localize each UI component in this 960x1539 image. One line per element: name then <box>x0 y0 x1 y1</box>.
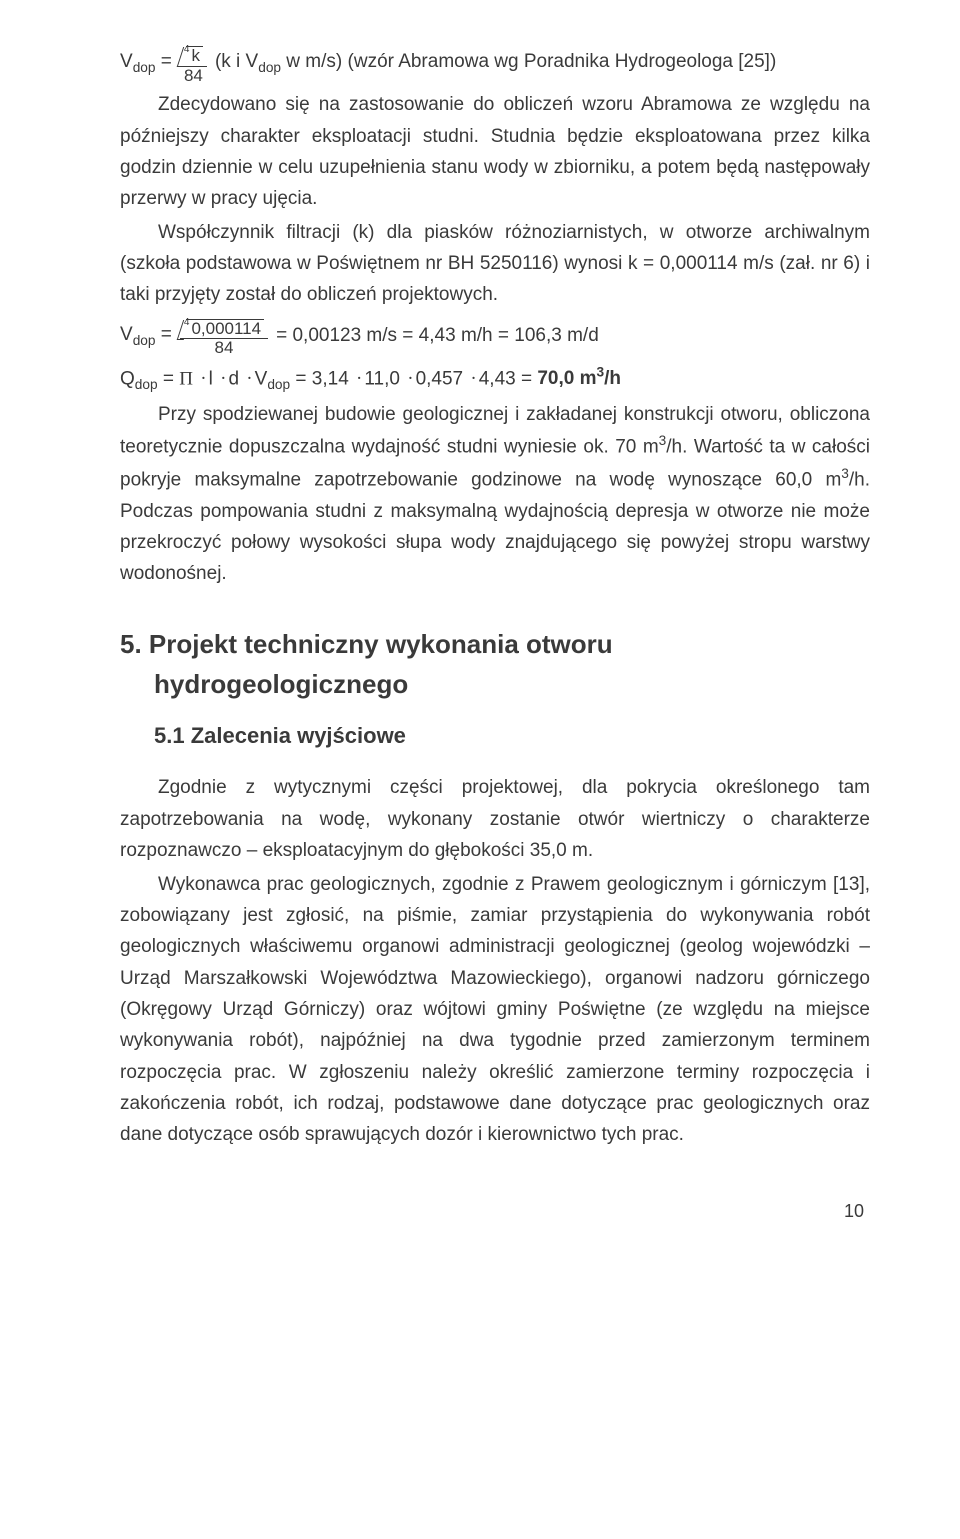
fourth-root: 4 0,000114 <box>184 319 264 339</box>
paragraph-3: Przy spodziewanej budowie geologicznej i… <box>120 399 870 590</box>
formula-tail: = 0,00123 m/s = 4,43 m/h = 106,3 m/d <box>276 320 599 351</box>
fraction: 4 0,000114 84 <box>180 313 268 358</box>
vdop-lhs: Vdop = <box>120 46 172 79</box>
paragraph-1: Zdecydowano się na zastosowanie do oblic… <box>120 89 870 214</box>
formula-vdop-def: Vdop = 4 k 84 (k i Vdop w m/s) (wzór Abr… <box>120 40 870 85</box>
fourth-root: 4 k <box>184 46 203 66</box>
vdop-lhs: Vdop = <box>120 319 172 352</box>
subsection-5-1-heading: 5.1 Zalecenia wyjściowe <box>154 718 870 754</box>
paragraph-2: Współczynnik filtracji (k) dla piasków r… <box>120 217 870 311</box>
paragraph-5: Wykonawca prac geologicznych, zgodnie z … <box>120 869 870 1151</box>
fraction: 4 k 84 <box>180 40 207 85</box>
page-number: 10 <box>120 1197 870 1227</box>
formula-vdop-calc: Vdop = 4 0,000114 84 = 0,00123 m/s = 4,4… <box>120 313 870 358</box>
section-5-heading: 5. Projekt techniczny wykonania otworu h… <box>120 624 870 705</box>
formula-qdop: Qdop = Π ·l ·d ·Vdop = 3,14 ·11,0 ·0,457… <box>120 362 870 397</box>
paragraph-4: Zgodnie z wytycznymi części projektowej,… <box>120 772 870 866</box>
formula-tail: (k i Vdop w m/s) (wzór Abramowa wg Porad… <box>215 46 776 79</box>
